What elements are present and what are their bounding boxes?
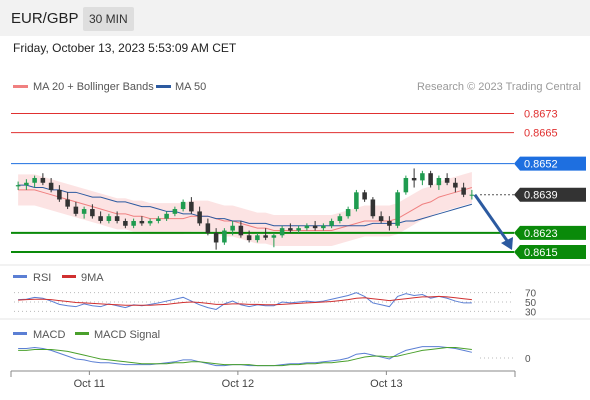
chart-datetime: Friday, October 13, 2023 5:53:09 AM CET <box>13 41 237 55</box>
candle-body <box>420 173 425 181</box>
candle-body <box>205 223 211 233</box>
timeframe-badge[interactable]: 30 MIN <box>83 7 134 31</box>
candle-body <box>65 199 70 207</box>
macd-legend-label: MACD <box>33 329 65 341</box>
rsi-ma-legend-swatch <box>62 275 76 278</box>
candle-body <box>321 225 326 229</box>
x-tick-label: Oct 12 <box>222 378 254 390</box>
candle-body <box>139 220 145 224</box>
ma50-legend-label: MA 50 <box>175 81 206 93</box>
macd-signal-line <box>18 347 472 367</box>
candle-body <box>98 216 103 221</box>
rsi-legend-label: RSI <box>33 272 51 284</box>
forecast-arrow-head <box>501 237 513 251</box>
x-tick-label: Oct 11 <box>74 378 106 390</box>
candle-body <box>362 192 367 200</box>
candle-body <box>131 220 136 226</box>
candle-body <box>403 177 409 193</box>
chart-header: EUR/GBP 30 MIN <box>0 0 590 36</box>
rsi-ma-legend-label: 9MA <box>81 272 104 284</box>
rsi-legend-swatch <box>13 275 27 278</box>
rsi-level-label: 50 <box>525 298 537 309</box>
candle-body <box>469 194 475 196</box>
current-price-tag <box>514 187 586 202</box>
candle-body <box>271 235 277 238</box>
support-line-2-tag <box>514 245 586 260</box>
candle-body <box>387 220 392 226</box>
credit-text: Research © 2023 Trading Central <box>417 81 581 93</box>
candle-body <box>411 177 417 181</box>
candle-body <box>337 216 343 221</box>
current-price-label: 0.8639 <box>524 190 558 202</box>
candle-body <box>156 218 161 221</box>
candle-body <box>15 185 21 187</box>
candle-body <box>436 177 442 186</box>
candle-body <box>304 225 310 229</box>
macd-signal-legend-label: MACD Signal <box>94 329 160 341</box>
candle-body <box>172 209 178 214</box>
ma20-legend-label: MA 20 + Bollinger Bands <box>33 81 154 93</box>
candle-body <box>222 230 227 243</box>
rsi-level-label: 70 <box>525 289 537 300</box>
candle-body <box>345 209 351 217</box>
candle-body <box>147 220 153 224</box>
support-line-1-label: 0.8623 <box>524 228 558 240</box>
candle-body <box>395 192 400 226</box>
pivot-line-label: 0.8652 <box>524 159 558 171</box>
ma20-legend-swatch <box>13 85 28 88</box>
candle-body <box>288 228 293 231</box>
candle-body <box>90 209 95 217</box>
candle-body <box>444 177 450 183</box>
candle-body <box>279 228 285 236</box>
macd-zero-label: 0 <box>525 354 531 365</box>
candle-body <box>32 177 37 183</box>
candle-body <box>453 182 458 188</box>
candle-body <box>230 225 235 231</box>
candle-body <box>24 182 29 186</box>
candle-body <box>164 213 169 219</box>
candle-body <box>312 225 318 229</box>
macd-legend-swatch <box>13 332 27 335</box>
candle-body <box>48 182 54 190</box>
forecast-arrow-shaft <box>473 193 510 243</box>
rsi-line <box>18 292 472 311</box>
candle-body <box>73 206 79 214</box>
candle-body <box>428 173 433 186</box>
candle-body <box>40 177 46 183</box>
candle-body <box>378 216 384 221</box>
candle-body <box>57 189 62 200</box>
macd-signal-legend-swatch <box>75 332 89 335</box>
x-tick-label: Oct 13 <box>370 378 402 390</box>
resistance-line-1-label: 0.8673 <box>524 108 558 120</box>
candle-body <box>114 216 120 221</box>
resistance-line-2-label: 0.8665 <box>524 128 558 140</box>
candle-body <box>213 232 219 243</box>
candle-body <box>263 235 268 238</box>
candle-body <box>296 228 301 231</box>
candle-body <box>461 187 466 195</box>
candle-body <box>180 201 186 210</box>
candle-body <box>123 220 128 226</box>
candle-body <box>329 220 334 226</box>
bollinger-band <box>18 172 472 247</box>
symbol-label: EUR/GBP <box>11 10 79 27</box>
candle-body <box>106 216 112 221</box>
rsi-level-label: 30 <box>525 307 537 318</box>
candle-body <box>246 235 252 241</box>
candle-body <box>189 201 194 212</box>
candle-body <box>255 235 260 241</box>
candle-body <box>370 199 376 217</box>
candle-body <box>354 192 359 210</box>
candle-body <box>81 209 87 214</box>
rsi-ma-line <box>18 295 472 306</box>
support-line-2-label: 0.8615 <box>524 247 558 259</box>
ma50-legend-swatch <box>156 85 171 88</box>
candle-body <box>197 211 202 224</box>
support-line-1-tag <box>514 225 586 240</box>
pivot-line-tag <box>514 156 586 171</box>
candle-body <box>238 225 244 236</box>
